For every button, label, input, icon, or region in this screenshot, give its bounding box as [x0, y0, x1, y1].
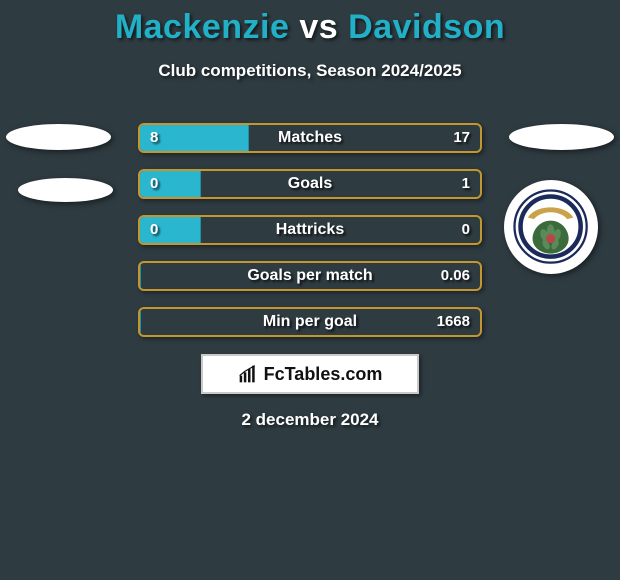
date-label: 2 december 2024	[0, 410, 620, 430]
bar-chart-icon	[238, 364, 258, 384]
stat-label: Matches	[140, 125, 480, 151]
comparison-bars: 8Matches170Goals10Hattricks0Goals per ma…	[138, 123, 482, 353]
stat-row: 0Hattricks0	[138, 215, 482, 245]
brand-badge: FcTables.com	[201, 354, 419, 394]
player2-name: Davidson	[348, 8, 505, 46]
subtitle: Club competitions, Season 2024/2025	[0, 61, 620, 81]
brand-text: FcTables.com	[264, 364, 383, 385]
page-title: Mackenzie vs Davidson	[0, 0, 620, 47]
vs-separator: vs	[299, 8, 338, 46]
badge-left-2-icon	[18, 178, 113, 202]
stat-label: Goals per match	[140, 263, 480, 289]
club-crest-icon	[504, 180, 598, 274]
stat-value-right: 1668	[437, 309, 470, 335]
stat-row: Goals per match0.06	[138, 261, 482, 291]
stat-value-right: 0.06	[441, 263, 470, 289]
player1-name: Mackenzie	[115, 8, 290, 46]
stat-label: Min per goal	[140, 309, 480, 335]
stat-value-right: 1	[462, 171, 470, 197]
stat-row: 0Goals1	[138, 169, 482, 199]
stat-value-right: 17	[453, 125, 470, 151]
badge-right-1-icon	[509, 124, 614, 150]
stat-value-right: 0	[462, 217, 470, 243]
stat-row: 8Matches17	[138, 123, 482, 153]
badge-left-1-icon	[6, 124, 111, 150]
stat-row: Min per goal1668	[138, 307, 482, 337]
stat-label: Goals	[140, 171, 480, 197]
stat-label: Hattricks	[140, 217, 480, 243]
